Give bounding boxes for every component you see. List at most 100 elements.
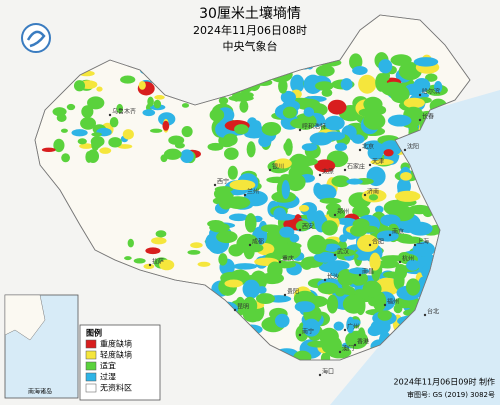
area	[321, 335, 342, 355]
area	[383, 149, 394, 157]
city-dot	[248, 243, 252, 247]
area	[314, 184, 337, 201]
legend-swatch	[85, 350, 97, 360]
area	[233, 263, 258, 270]
area	[77, 138, 87, 145]
area	[387, 114, 412, 127]
area	[348, 267, 370, 275]
area	[163, 148, 182, 160]
area	[216, 230, 238, 244]
area	[326, 260, 350, 271]
city-label: 沈阳	[407, 143, 419, 151]
footer-made: 2024年11月06日09时 制作	[394, 377, 495, 387]
legend-label: 重度缺墒	[100, 339, 132, 349]
area	[321, 220, 338, 236]
city-dot	[333, 253, 337, 257]
area	[228, 213, 249, 222]
area	[369, 252, 381, 271]
logo-mark	[26, 30, 46, 48]
area	[159, 259, 175, 271]
area	[298, 204, 310, 212]
area	[257, 286, 267, 294]
city-dot	[418, 118, 422, 122]
city-dot	[413, 243, 417, 247]
area	[147, 96, 154, 107]
area	[307, 234, 327, 255]
city-dot	[243, 193, 247, 197]
area	[323, 131, 346, 141]
city-label: 长春	[422, 113, 434, 121]
area	[313, 252, 338, 263]
area	[122, 129, 134, 140]
city-label: 香港	[357, 338, 369, 346]
city-label: 海口	[322, 368, 334, 376]
city-label: 南宁	[302, 328, 314, 336]
area	[267, 261, 283, 280]
city-dot	[213, 183, 217, 187]
area	[279, 226, 295, 238]
city-dot	[343, 168, 347, 172]
city-label: 武汉	[337, 248, 349, 256]
area	[327, 99, 347, 115]
city-label: 北京	[362, 143, 374, 151]
area	[405, 278, 421, 296]
area	[301, 143, 318, 152]
area	[362, 280, 382, 298]
city-label: 石家庄	[347, 163, 365, 171]
area	[251, 120, 262, 132]
area	[41, 147, 56, 153]
area	[324, 243, 341, 252]
area	[99, 147, 112, 154]
area	[261, 122, 282, 136]
city-dot	[333, 213, 337, 217]
area	[413, 78, 431, 92]
area	[86, 149, 100, 164]
legend-label: 无资料区	[100, 383, 132, 393]
city-dot	[298, 228, 302, 232]
city-label: 澳门	[342, 345, 354, 353]
area	[285, 173, 306, 192]
title: 30厘米土壤墒情	[199, 5, 301, 22]
area	[181, 126, 193, 138]
legend-label: 过湿	[100, 372, 116, 382]
area	[315, 81, 334, 91]
area	[91, 132, 102, 137]
city-dot	[343, 328, 347, 332]
area	[91, 137, 100, 151]
city-dot	[278, 260, 282, 264]
area	[274, 313, 290, 328]
area	[358, 108, 378, 118]
area	[340, 78, 353, 91]
area	[218, 253, 228, 266]
city-label: 乌鲁木齐	[112, 108, 136, 116]
area	[368, 297, 380, 307]
area	[229, 179, 256, 191]
area	[324, 115, 345, 131]
city-dot	[268, 168, 272, 172]
city-dot	[298, 333, 302, 337]
area	[187, 249, 201, 255]
legend-swatch	[85, 361, 97, 371]
city-dot	[318, 373, 322, 377]
area	[180, 149, 194, 164]
area	[334, 248, 356, 257]
footer-approval: 审图号: GS (2019) 3082号	[407, 390, 495, 399]
area	[96, 86, 103, 92]
city-label: 重庆	[282, 255, 294, 263]
area	[242, 279, 261, 299]
area	[315, 64, 335, 77]
area	[381, 81, 407, 97]
city-dot	[298, 128, 302, 132]
area	[60, 128, 68, 133]
area	[260, 224, 282, 233]
area	[306, 208, 317, 222]
legend-label: 适宜	[100, 361, 116, 371]
area	[380, 214, 401, 227]
area	[300, 258, 313, 270]
area	[197, 261, 211, 267]
area	[218, 97, 229, 105]
city-dot	[398, 260, 402, 264]
area	[408, 221, 433, 236]
area	[378, 59, 393, 74]
city-dot	[323, 278, 327, 282]
